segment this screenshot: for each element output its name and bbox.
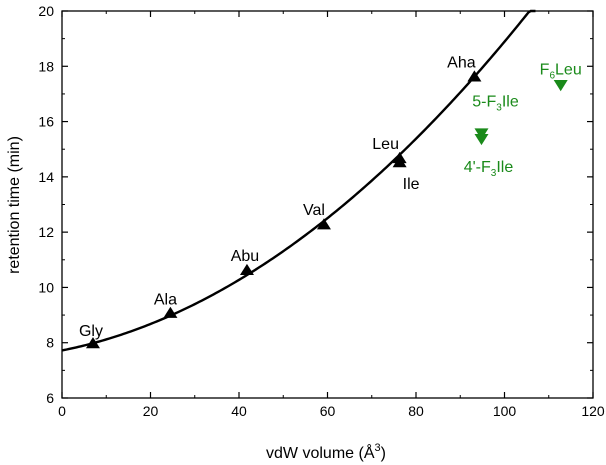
point-gly <box>85 337 100 349</box>
label-ala: Ala <box>154 292 177 309</box>
point-aha <box>467 70 482 82</box>
y-tick-label: 12 <box>38 224 54 240</box>
label-val: Val <box>303 202 325 219</box>
label-aha: Aha <box>447 54 476 71</box>
x-tick-label: 60 <box>320 403 336 419</box>
y-tick-label: 20 <box>38 3 54 19</box>
point-fluoro-0 <box>553 80 568 92</box>
label-fluoro-0: F6Leu <box>540 61 582 81</box>
y-axis-title: retention time (min) <box>6 136 23 274</box>
point-labels: Gly Ala Abu Val Leu Ile Aha F6Leu 5-F3Ile 4'-F3Il… <box>79 54 582 340</box>
label-abu: Abu <box>231 248 259 265</box>
y-tick-label: 8 <box>46 335 54 351</box>
point-val <box>316 218 331 230</box>
label-gly: Gly <box>79 323 103 340</box>
x-axis-title: vdW volume (Å3) <box>266 442 386 462</box>
fit-curve <box>61 9 536 352</box>
label-fluoro-2: 4'-F3Ile <box>464 159 514 179</box>
x-tick-label: 0 <box>58 403 66 419</box>
x-tick-label: 80 <box>408 403 424 419</box>
y-tick-label: 6 <box>46 390 54 406</box>
x-tick-label: 40 <box>231 403 247 419</box>
x-tick-label: 20 <box>143 403 159 419</box>
point-ala <box>163 306 178 318</box>
point-ile <box>392 156 407 168</box>
axes <box>61 10 594 399</box>
fit-curve-group <box>61 9 536 352</box>
label-leu: Leu <box>372 136 399 153</box>
y-tick-label: 16 <box>38 114 54 130</box>
y-tick-label: 18 <box>38 58 54 74</box>
y-tick-label: 10 <box>38 279 54 295</box>
y-tick-label: 14 <box>38 169 54 185</box>
x-tick-label: 120 <box>581 403 605 419</box>
label-ile: Ile <box>403 176 420 193</box>
point-fluoro-2 <box>474 133 489 146</box>
point-abu <box>239 263 254 276</box>
plot-frame <box>61 10 594 399</box>
label-fluoro-1: 5-F3Ile <box>472 94 519 114</box>
axis-ticks: 0 20 40 60 80 100 120 6 8 10 12 14 16 18 20 <box>38 3 604 419</box>
x-tick-label: 100 <box>493 403 517 419</box>
data-points <box>85 70 568 349</box>
